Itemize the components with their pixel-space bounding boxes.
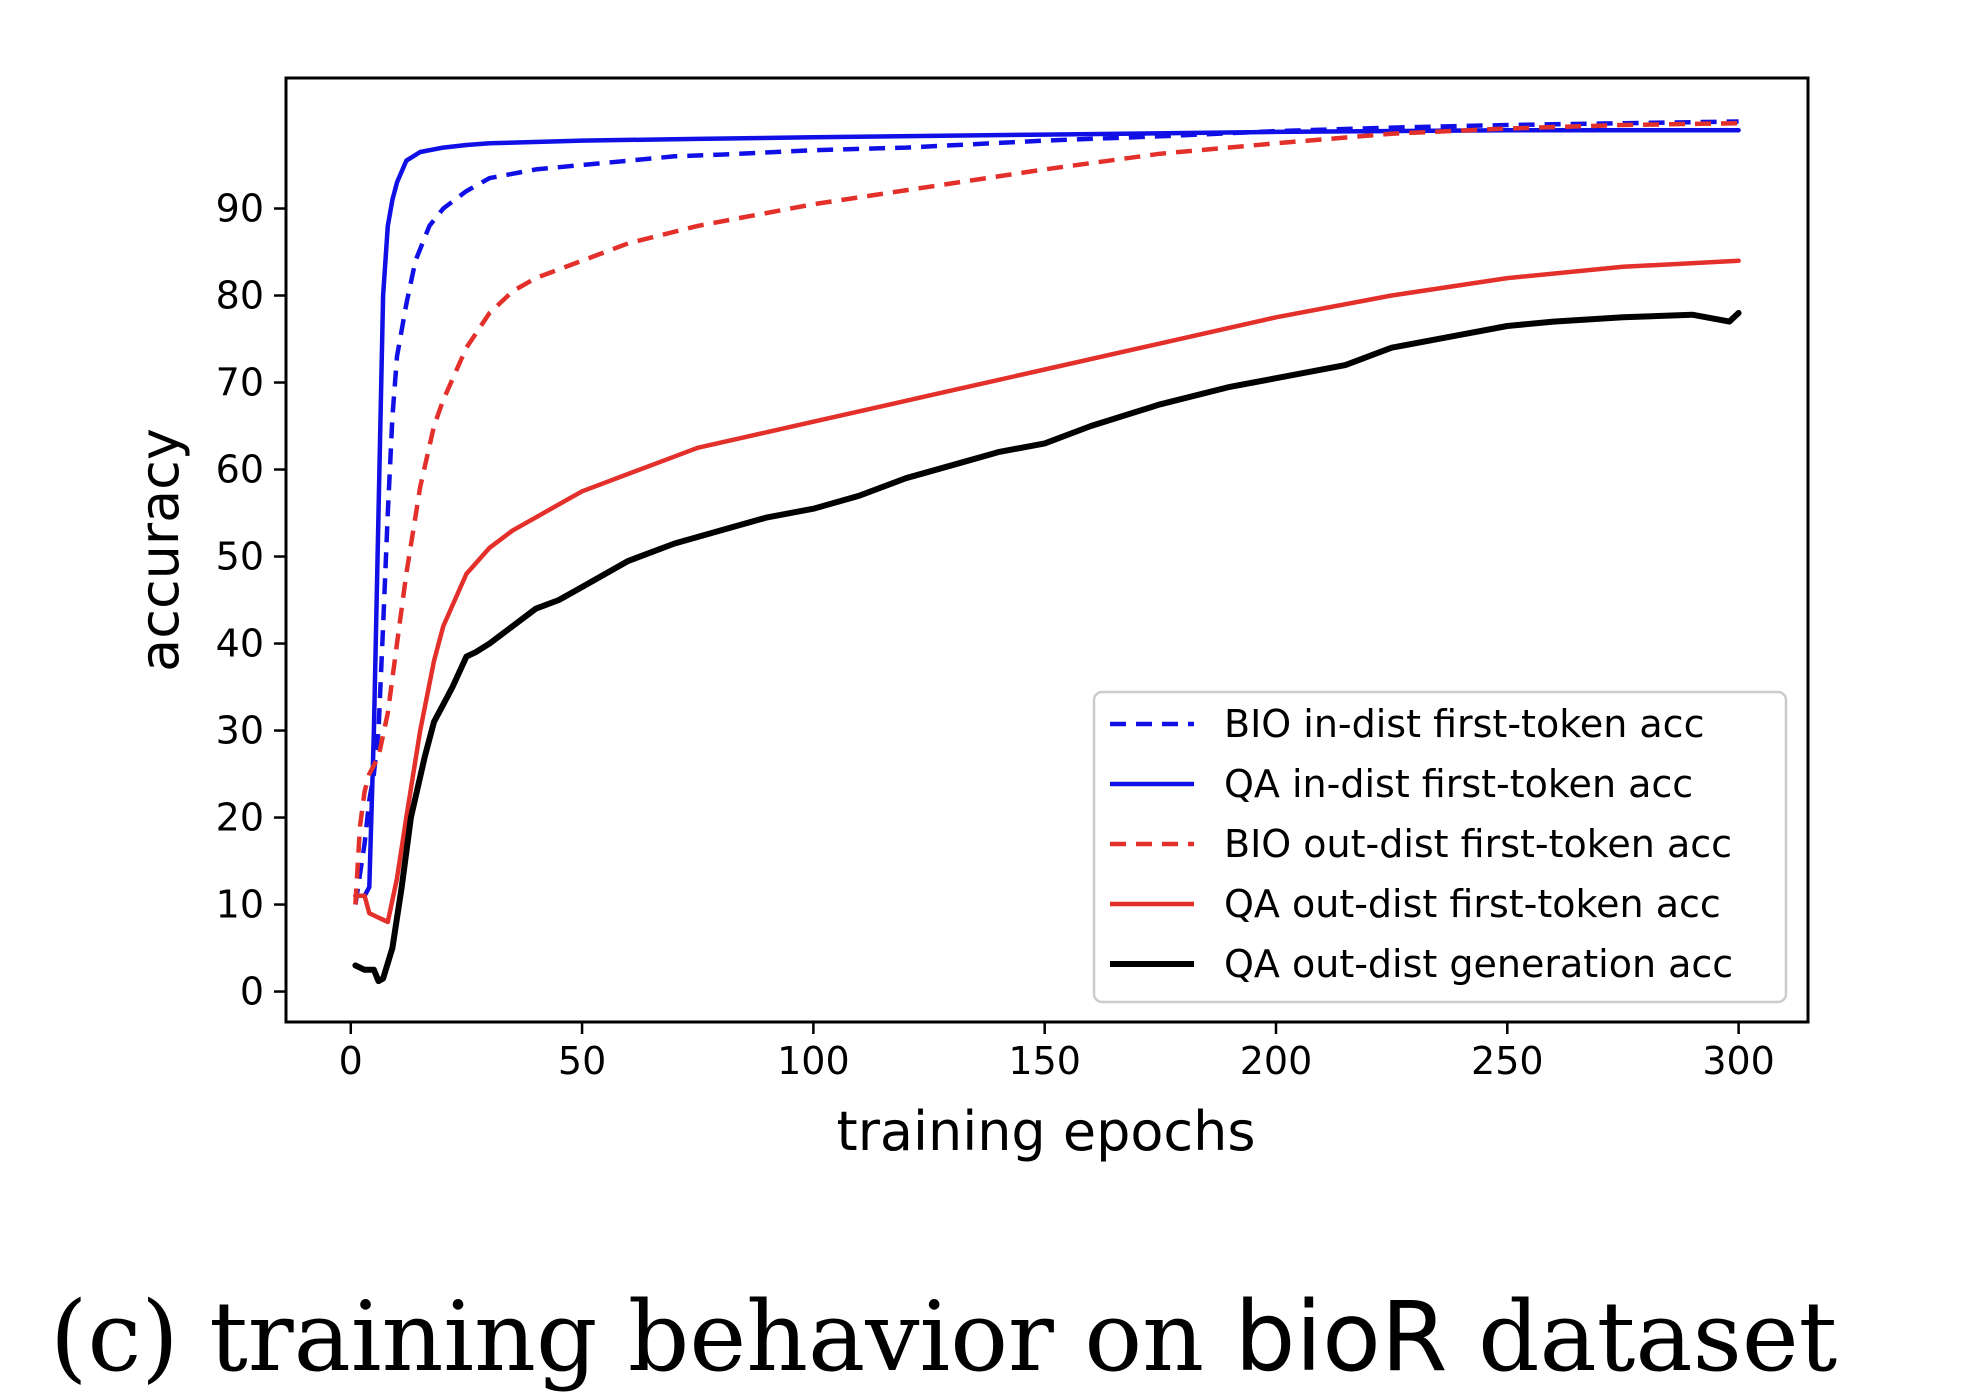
x-tick-label: 100 (777, 1039, 850, 1083)
series-layer (352, 119, 1742, 985)
series-line-qa-out-dist-first-token-acc (353, 258, 1741, 925)
legend-box (1092, 690, 1788, 1004)
legend-label: QA out-dist generation acc (1224, 942, 1733, 986)
y-tick-label: 90 (216, 187, 264, 231)
caption-suffix: dataset (1448, 1281, 1838, 1393)
series-line-qa-out-dist-generation-acc (352, 309, 1742, 985)
y-tick-label: 80 (216, 274, 264, 318)
x-tick-label: 0 (339, 1039, 363, 1083)
plot-frame (284, 76, 1810, 1024)
y-tick-label: 40 (216, 622, 264, 666)
series-line-bio-in-dist-first-token-acc (353, 119, 1739, 905)
legend-label: BIO in-dist first-token acc (1224, 702, 1704, 746)
x-tick-label: 150 (1008, 1039, 1081, 1083)
figure-caption: (c) training behavior on bioR dataset (50, 1281, 1837, 1393)
caption-prefix: (c) training behavior on (50, 1281, 1235, 1393)
x-axis: 0 50 100 150 200 250 300 (339, 1022, 1775, 1083)
series-line-bio-out-dist-first-token-acc (353, 120, 1739, 905)
x-tick-label: 50 (558, 1039, 606, 1083)
y-tick-label: 10 (216, 883, 264, 927)
y-tick-label: 30 (216, 709, 264, 753)
y-axis: 0 10 20 30 40 50 60 70 80 90 (216, 187, 286, 1014)
y-axis-title: accuracy (128, 428, 191, 672)
series-line-qa-in-dist-first-token-acc (353, 127, 1741, 899)
caption-emph: bioR (1235, 1281, 1448, 1393)
x-tick-label: 250 (1471, 1039, 1544, 1083)
y-tick-label: 20 (216, 796, 264, 840)
legend-label: QA out-dist first-token acc (1224, 882, 1721, 926)
legend-label: QA in-dist first-token acc (1224, 762, 1693, 806)
y-tick-label: 50 (216, 535, 264, 579)
x-tick-label: 200 (1240, 1039, 1313, 1083)
x-tick-label: 300 (1702, 1039, 1775, 1083)
legend: BIO in-dist first-token acc QA in-dist fi… (1092, 690, 1788, 1004)
x-axis-title: training epochs (837, 1100, 1256, 1163)
legend-label: BIO out-dist first-token acc (1224, 822, 1732, 866)
y-tick-label: 0 (240, 970, 264, 1014)
y-tick-label: 70 (216, 361, 264, 405)
y-tick-label: 60 (216, 448, 264, 492)
